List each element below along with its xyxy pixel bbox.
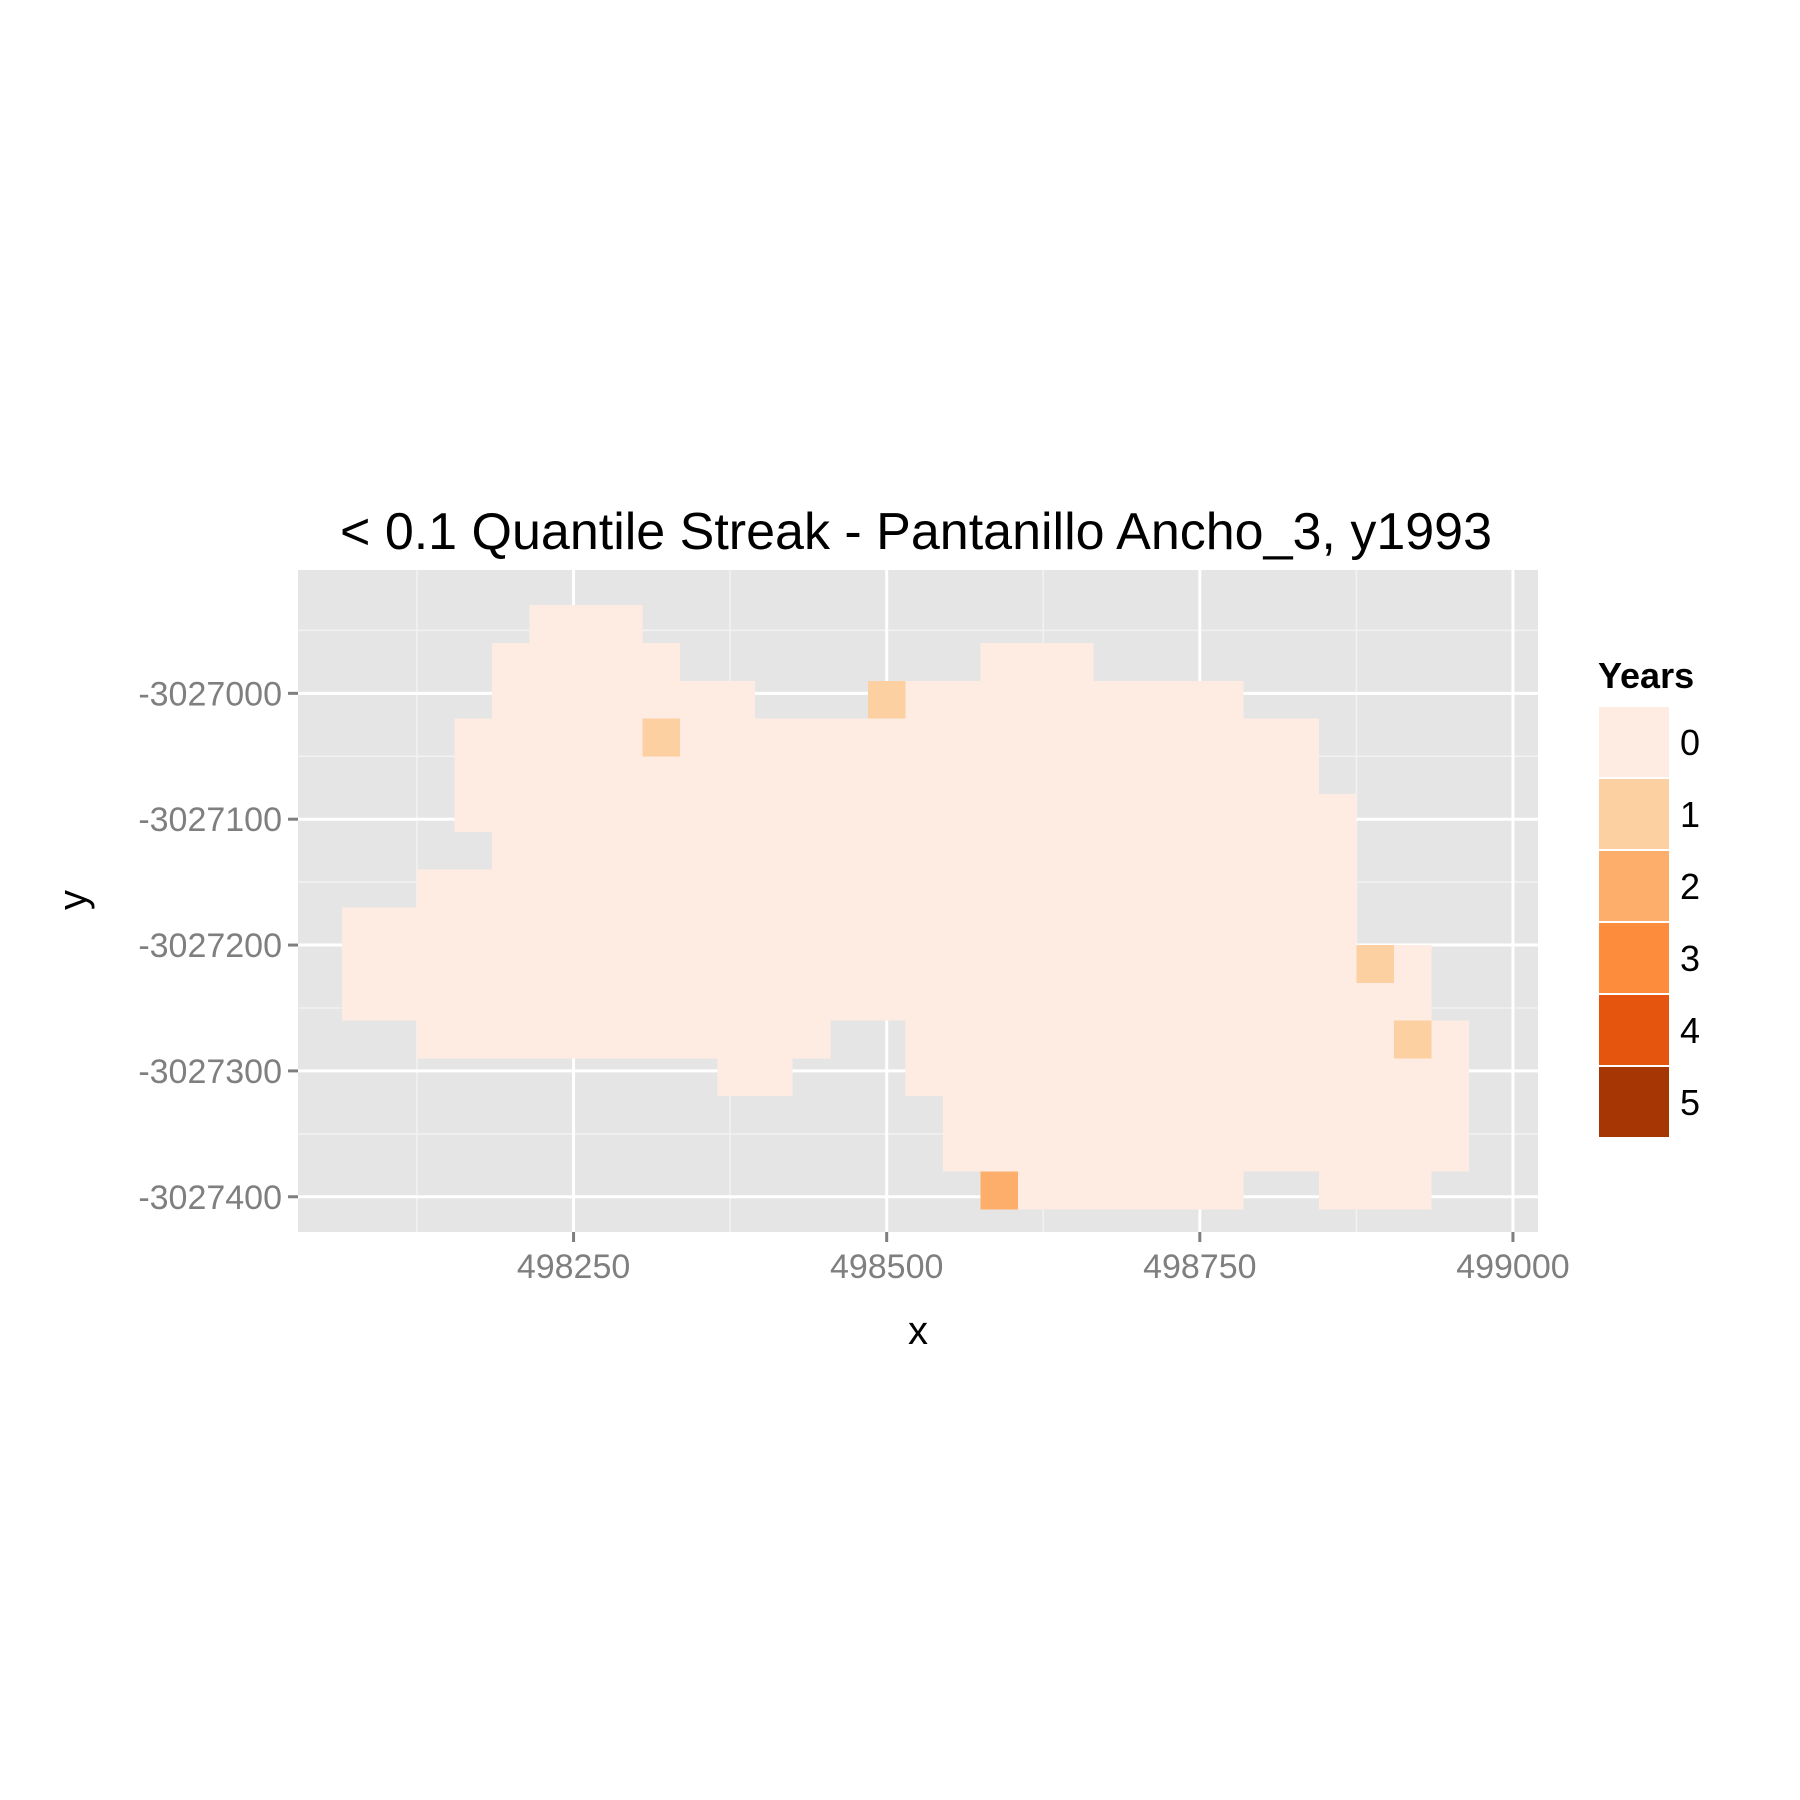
legend-label: 5 (1680, 1082, 1700, 1123)
heat-cell (416, 869, 1357, 908)
legend-key (1597, 993, 1671, 1067)
heat-cell (454, 756, 1319, 795)
heat-cell (1431, 1020, 1470, 1059)
heat-cell (943, 1133, 1470, 1172)
heat-cell (1318, 1171, 1432, 1210)
heat-cell (905, 1058, 1470, 1097)
heat-cell (341, 945, 1357, 983)
heat-cell (454, 718, 1319, 757)
heat-cell (905, 680, 1244, 719)
y-tick-label: -3027400 (138, 1179, 282, 1217)
legend-label: 4 (1680, 1010, 1700, 1051)
heat-cell (492, 831, 1357, 870)
heat-cell (1393, 945, 1432, 983)
legend-title: Years (1598, 655, 1694, 696)
x-tick-label: 499000 (1456, 1248, 1569, 1286)
x-tick-label: 498750 (1143, 1248, 1256, 1286)
chart-title: < 0.1 Quantile Streak - Pantanillo Ancho… (340, 503, 1492, 561)
legend-label: 3 (1680, 938, 1700, 979)
legend-key (1597, 921, 1671, 995)
x-tick-label: 498250 (517, 1248, 630, 1286)
legend-label: 2 (1680, 866, 1700, 907)
y-tick-label: -3027100 (138, 801, 282, 839)
legend-label: 0 (1680, 722, 1700, 763)
y-tick-label: -3027300 (138, 1053, 282, 1091)
heat-cell (341, 907, 1357, 946)
legend: Years 0 1 2 3 4 5 (1597, 655, 1700, 1139)
heat-cell (943, 1096, 1470, 1134)
heat-cell (454, 794, 1357, 832)
heat-cell (642, 718, 681, 757)
x-tick-label: 498500 (830, 1248, 943, 1286)
x-axis: 498250 498500 498750 499000 (517, 1232, 1570, 1286)
y-tick-label: -3027200 (138, 927, 282, 965)
heat-cell (980, 642, 1094, 681)
y-axis: -3027000 -3027100 -3027200 -3027300 -3027400 (138, 675, 298, 1217)
heat-cell (341, 982, 1432, 1021)
x-axis-title: x (908, 1309, 928, 1353)
heat-cell (529, 605, 643, 643)
heat-cells (341, 605, 1470, 1210)
legend-key (1597, 777, 1671, 851)
y-axis-title: y (51, 890, 95, 910)
heat-cell (416, 1020, 831, 1059)
legend-key (1597, 1065, 1671, 1139)
heat-cell (717, 1058, 793, 1097)
heat-cell (1393, 1020, 1432, 1059)
heat-cell (1018, 1171, 1244, 1210)
legend-label: 1 (1680, 794, 1700, 835)
heat-cell (905, 1020, 1394, 1059)
heat-cell (867, 680, 906, 719)
heat-cell (1356, 945, 1394, 983)
heat-cell (980, 1171, 1019, 1210)
heat-cell (492, 680, 756, 719)
legend-key (1597, 705, 1671, 779)
y-tick-label: -3027000 (138, 675, 282, 713)
heat-cell (492, 642, 681, 681)
legend-key (1597, 849, 1671, 923)
